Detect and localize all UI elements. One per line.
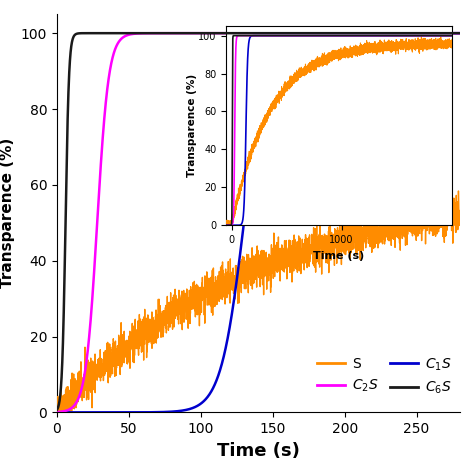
Y-axis label: Transparence (%): Transparence (%) (0, 138, 15, 288)
X-axis label: Time (s): Time (s) (217, 442, 300, 460)
Legend: S, $C_2S$, $C_1S$, $C_6S$: S, $C_2S$, $C_1S$, $C_6S$ (312, 351, 457, 401)
